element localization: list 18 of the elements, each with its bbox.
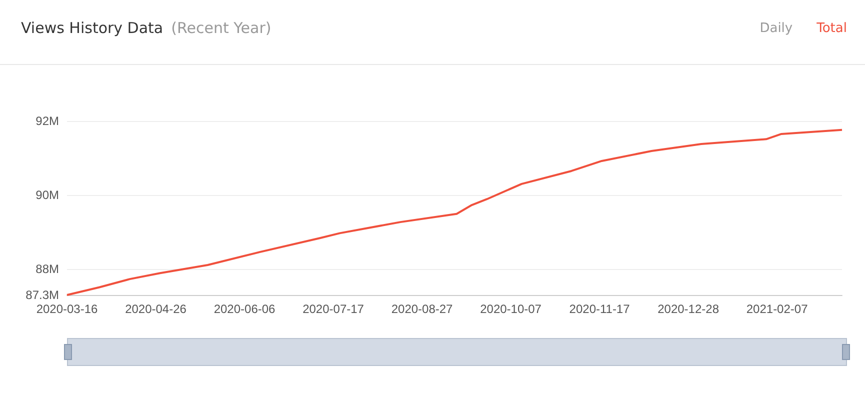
text: Daily: [760, 21, 793, 36]
y-tick-label: 87.3M: [26, 288, 59, 302]
chart-title: Views History Data: [21, 19, 164, 37]
chart-subtitle: (Recent Year): [171, 19, 272, 37]
x-tick-label: 2020-06-06: [214, 302, 276, 316]
x-tick-label: 2020-03-16: [36, 302, 98, 316]
y-tick-label: 88M: [36, 262, 60, 276]
x-tick-label: 2020-08-27: [391, 302, 454, 316]
x-tick-label: 2020-07-17: [302, 302, 364, 316]
y-tick-label: 90M: [36, 188, 60, 202]
x-tick-label: 2021-02-07: [746, 302, 808, 316]
x-tick-label: 2020-11-17: [569, 302, 630, 316]
x-tick-label: 2020-12-28: [658, 302, 720, 316]
line-series: [66, 128, 843, 296]
x-tick-label: 2020-10-07: [480, 302, 542, 316]
text: Total: [816, 21, 847, 36]
x-tick-label: 2020-04-26: [125, 302, 187, 316]
y-tick-label: 92M: [36, 114, 60, 128]
